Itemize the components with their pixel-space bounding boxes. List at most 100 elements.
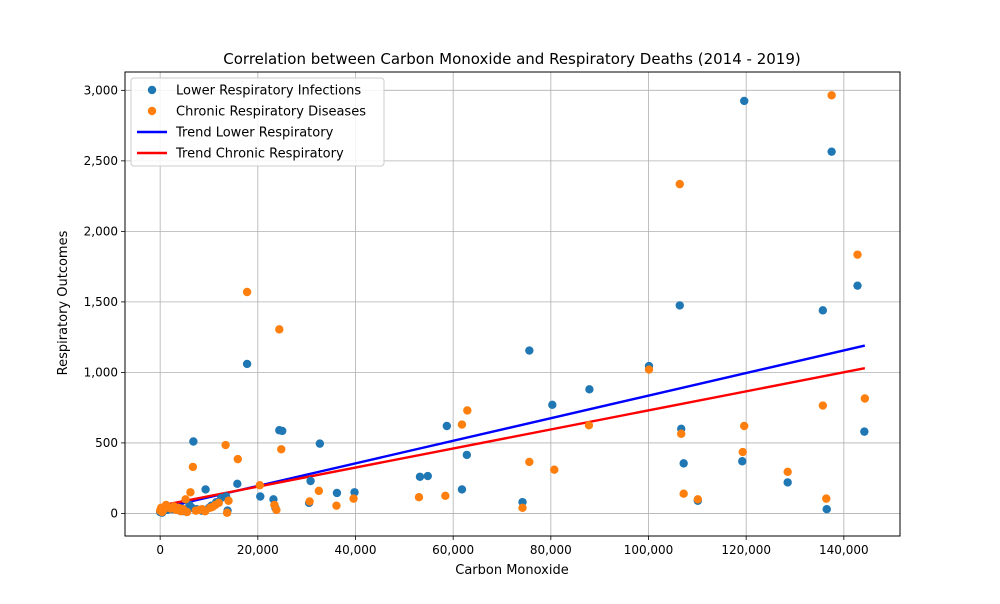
point-chronic-respiratory-diseases [349,494,358,503]
point-chronic-respiratory-diseases [693,495,703,504]
point-lower-respiratory-infections [860,427,869,436]
point-chronic-respiratory-diseases [584,421,594,430]
point-chronic-respiratory-diseases [518,503,527,512]
x-tick-label: 140,000 [819,543,869,557]
legend-label: Trend Lower Respiratory [175,126,334,141]
point-lower-respiratory-infections [738,457,747,466]
point-chronic-respiratory-diseases [827,91,836,100]
points-layer [155,91,870,517]
y-tick-label: 500 [95,436,118,450]
legend-label: Trend Chronic Respiratory [175,147,344,162]
point-chronic-respiratory-diseases [186,488,195,497]
point-chronic-respiratory-diseases [332,501,341,510]
point-chronic-respiratory-diseases [242,287,252,297]
point-chronic-respiratory-diseases [224,496,233,505]
point-lower-respiratory-infections [585,385,594,394]
point-chronic-respiratory-diseases [277,445,286,454]
point-lower-respiratory-infections [278,426,287,436]
point-lower-respiratory-infections [827,147,836,156]
point-lower-respiratory-infections [423,471,432,481]
point-lower-respiratory-infections [822,505,831,514]
point-lower-respiratory-infections [242,359,252,369]
point-lower-respiratory-infections [548,400,557,410]
point-lower-respiratory-infections [818,306,828,315]
point-chronic-respiratory-diseases [818,401,828,410]
point-lower-respiratory-infections [457,485,467,494]
point-chronic-respiratory-diseases [822,494,831,503]
y-tick-label: 2,500 [84,154,118,168]
plot-frame [124,71,901,537]
point-lower-respiratory-infections [306,476,315,486]
y-tick-label: 1,500 [84,295,118,309]
point-chronic-respiratory-diseases [182,507,192,517]
y-tick-label: 0 [110,506,118,520]
point-chronic-respiratory-diseases [525,457,534,467]
x-tick-label: 40,000 [334,543,376,557]
y-tick-label: 3,000 [84,83,118,97]
ticks-layer: 0 20,000 40,000 60,000 80,000 100,000 120,000 1… [84,83,869,557]
point-chronic-respiratory-diseases [679,489,688,498]
point-chronic-respiratory-diseases [214,498,223,508]
point-lower-respiratory-infections [679,459,688,468]
point-lower-respiratory-infections [415,472,425,481]
point-chronic-respiratory-diseases [272,505,281,515]
point-chronic-respiratory-diseases [738,447,747,457]
line-trend-chronic-respiratory [159,366,866,507]
point-chronic-respiratory-diseases [181,495,190,504]
line-trend-lower-respiratory [159,344,866,510]
legend-label: Chronic Respiratory Diseases [176,105,366,120]
x-tick-label: 80,000 [530,543,572,557]
point-lower-respiratory-infections [462,450,472,460]
point-lower-respiratory-infections [350,488,359,497]
point-lower-respiratory-infections [201,485,210,494]
point-lower-respiratory-infections [315,439,325,448]
point-lower-respiratory-infections [189,437,198,446]
point-lower-respiratory-infections [256,492,265,501]
point-chronic-respiratory-diseases [441,491,450,501]
point-lower-respiratory-infections [675,301,684,310]
point-chronic-respiratory-diseases [255,481,264,490]
x-tick-label: 60,000 [432,543,474,557]
point-chronic-respiratory-diseases [853,250,862,259]
y-axis-label: Respiratory Outcomes [56,230,71,375]
chart-title: Correlation between Carbon Monoxide and … [223,50,800,68]
point-chronic-respiratory-diseases [463,406,472,415]
point-lower-respiratory-infections [332,488,342,498]
point-lower-respiratory-infections [525,346,534,355]
x-tick-label: 0 [156,543,164,557]
point-lower-respiratory-infections [442,421,452,431]
point-chronic-respiratory-diseases [233,454,243,464]
point-lower-respiratory-infections [233,479,242,489]
point-chronic-respiratory-diseases [305,497,314,506]
point-chronic-respiratory-diseases [677,429,686,438]
x-tick-label: 100,000 [624,543,674,557]
point-chronic-respiratory-diseases [414,493,424,502]
legend-marker [147,106,157,116]
x-axis-label: Carbon Monoxide [455,563,568,578]
trend-layer [159,344,866,510]
point-chronic-respiratory-diseases [675,179,684,189]
point-chronic-respiratory-diseases [275,325,284,334]
point-chronic-respiratory-diseases [740,421,749,431]
point-chronic-respiratory-diseases [221,440,230,450]
x-tick-label: 120,000 [721,543,771,557]
point-chronic-respiratory-diseases [550,465,559,474]
legend-label: Lower Respiratory Infections [176,84,361,99]
point-chronic-respiratory-diseases [860,394,870,403]
point-lower-respiratory-infections [783,478,792,487]
point-lower-respiratory-infections [740,96,749,106]
y-tick-label: 2,000 [84,224,118,238]
legend: Lower Respiratory Infections Chronic Resp… [130,77,385,167]
point-chronic-respiratory-diseases [457,420,467,429]
legend-box [130,77,385,167]
point-lower-respiratory-infections [853,281,862,290]
point-chronic-respiratory-diseases [644,365,654,374]
point-chronic-respiratory-diseases [222,508,232,517]
point-chronic-respiratory-diseases [188,462,198,472]
point-chronic-respiratory-diseases [314,486,324,496]
legend-marker [147,85,157,95]
x-tick-label: 20,000 [237,543,279,557]
y-tick-label: 1,000 [84,365,118,379]
